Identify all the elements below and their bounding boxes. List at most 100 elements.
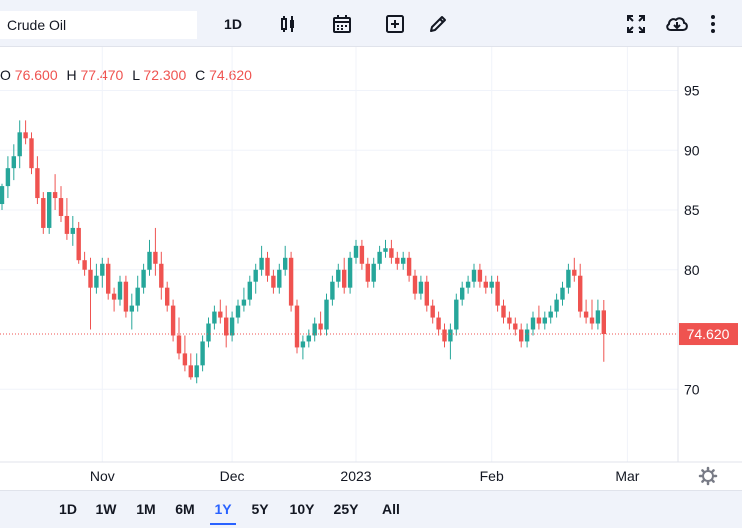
candle [265, 251, 270, 282]
price-tick-label: 95 [684, 83, 700, 99]
time-tick-label: Feb [480, 468, 504, 484]
candle-body [424, 281, 429, 306]
candle-body [377, 251, 382, 264]
price-chart[interactable]: 95 90 85 80 70 Nov Dec 2023 Feb Mar 74.620 [0, 47, 742, 490]
candle [489, 275, 494, 294]
candle [283, 245, 288, 276]
more-options-button[interactable] [704, 10, 722, 38]
candle [442, 323, 447, 348]
range-button-5y[interactable]: 5Y [251, 501, 269, 517]
candle-body [188, 365, 193, 378]
cloud-download-icon [666, 17, 688, 31]
interval-button[interactable]: 1D [224, 16, 242, 32]
date-range-button[interactable] [331, 10, 353, 38]
candle [5, 156, 11, 199]
candle-body [100, 263, 105, 276]
candle [583, 299, 589, 324]
more-vertical-icon [711, 15, 715, 33]
candle-body [0, 186, 5, 205]
candle-body [460, 287, 465, 300]
close-value: 74.620 [209, 67, 252, 83]
candle [106, 257, 111, 300]
high-label: H [66, 67, 77, 83]
candle-body [17, 132, 22, 157]
candle-body [64, 215, 70, 234]
candle [41, 192, 46, 234]
time-tick-label: Dec [220, 468, 245, 484]
time-axis[interactable]: Nov Dec 2023 Feb Mar [90, 468, 640, 484]
range-button-25y[interactable]: 25Y [333, 501, 359, 517]
ohlc-legend: O 76.600 H 77.470 L 72.300 C 74.620 [0, 67, 257, 83]
candle [259, 245, 264, 276]
chart-settings-button[interactable] [698, 466, 718, 486]
low-label: L [132, 67, 140, 83]
candle-body [583, 311, 589, 318]
range-button-1m[interactable]: 1M [136, 501, 156, 517]
range-button-1y[interactable]: 1Y [210, 501, 236, 525]
add-indicator-button[interactable] [384, 10, 406, 38]
candle [560, 281, 565, 306]
fullscreen-button[interactable] [625, 10, 647, 38]
candle [536, 305, 542, 330]
range-button-10y[interactable]: 10Y [289, 501, 315, 517]
candle-body [566, 269, 571, 288]
candle-body [141, 269, 146, 288]
candle-body [159, 263, 164, 288]
candle-body [483, 281, 488, 288]
candle-body [477, 269, 483, 282]
candle [141, 263, 146, 294]
candle [471, 263, 477, 288]
candle-body [554, 299, 559, 312]
candle-body [548, 311, 553, 318]
low-value: 72.300 [143, 67, 187, 83]
time-tick-label: Mar [615, 468, 639, 484]
candlestick-chart-type-button[interactable] [277, 10, 299, 38]
candle-body [495, 281, 500, 306]
download-button[interactable] [665, 10, 689, 38]
range-button-1w[interactable]: 1W [95, 501, 117, 517]
candles [0, 120, 606, 384]
candle [235, 299, 241, 324]
open-value: 76.600 [14, 67, 58, 83]
candle-body [82, 260, 87, 270]
candle-body [442, 329, 447, 342]
price-tick-label: 90 [684, 142, 700, 158]
candle-body [371, 263, 376, 282]
candle-body [560, 287, 565, 300]
candle [176, 317, 182, 360]
candle-body [11, 156, 16, 169]
range-button-all[interactable]: All [382, 501, 400, 517]
candle-body [58, 198, 64, 216]
candle [188, 353, 193, 380]
candle [76, 221, 81, 264]
candle [418, 275, 424, 300]
candle [412, 269, 418, 300]
candle-body [454, 299, 459, 330]
drawing-tool-button[interactable] [427, 10, 449, 38]
candle [342, 257, 347, 294]
candle [365, 257, 370, 288]
range-button-1d[interactable]: 1D [59, 501, 77, 517]
range-button-6m[interactable]: 6M [175, 501, 195, 517]
candle-body [253, 269, 258, 282]
candle-body [300, 341, 306, 348]
time-tick-label: 2023 [340, 468, 371, 484]
candle-body [406, 257, 412, 276]
candle [542, 311, 547, 330]
symbol-search-input[interactable] [0, 11, 197, 39]
candle-body [94, 275, 99, 288]
candle [47, 192, 52, 234]
candle-body [41, 198, 46, 228]
candle [554, 293, 559, 318]
candle [129, 293, 134, 330]
candle-body [165, 287, 170, 306]
price-axis[interactable]: 95 90 85 80 70 [684, 83, 700, 398]
candle [312, 317, 317, 342]
candle-body [312, 323, 317, 336]
pencil-icon [430, 16, 446, 32]
candle [483, 275, 488, 294]
candle [253, 263, 258, 294]
candle [17, 120, 22, 169]
candle-body [342, 269, 347, 288]
candle [383, 239, 388, 258]
